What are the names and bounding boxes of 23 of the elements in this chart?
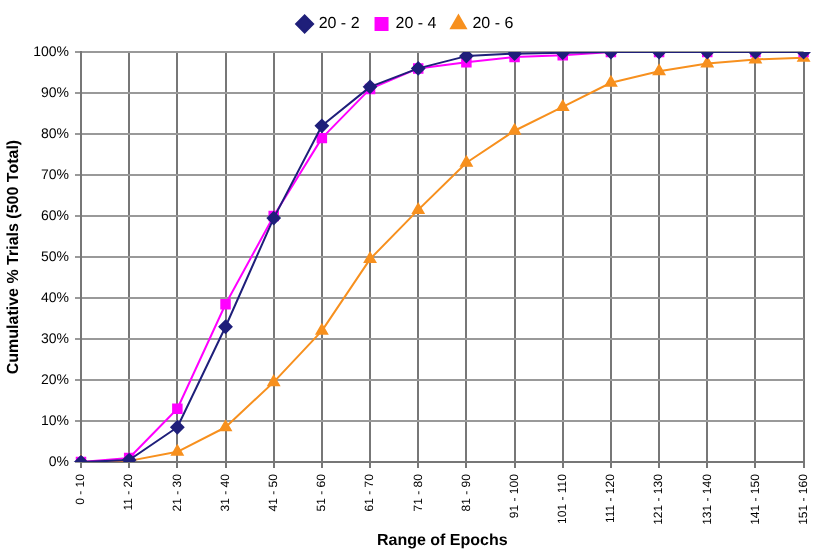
- point: [220, 298, 231, 310]
- point: [219, 420, 232, 432]
- point: [459, 52, 474, 64]
- point: [172, 403, 183, 415]
- legend-label: 20 - 4: [395, 14, 438, 33]
- point: [171, 444, 184, 456]
- y-axis-title: Cumulative % Trials (500 Total): [4, 139, 23, 375]
- point: [652, 64, 666, 76]
- legend-label: 20 - 2: [318, 14, 361, 33]
- point: [170, 420, 185, 435]
- point: [316, 132, 328, 144]
- point: [363, 252, 377, 264]
- point: [556, 99, 569, 111]
- point: [460, 155, 473, 167]
- point: [315, 323, 329, 335]
- point: [508, 123, 521, 135]
- point: [412, 202, 425, 214]
- point: [604, 75, 618, 87]
- legend-label: 20 - 6: [472, 14, 515, 33]
- point: [218, 319, 233, 334]
- point: [314, 118, 329, 133]
- point: [267, 375, 280, 387]
- x-axis-title: Range of Epochs: [376, 530, 509, 549]
